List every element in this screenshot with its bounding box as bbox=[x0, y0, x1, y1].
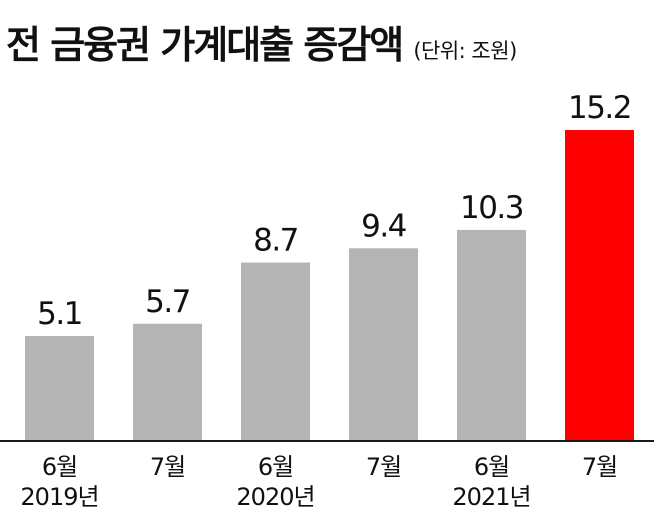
chart-title: 전 금융권 가계대출 증감액 (단위: 조원) bbox=[6, 14, 517, 69]
category-label-4: 6월 2021년 bbox=[442, 452, 542, 512]
month-label: 6월 bbox=[41, 453, 78, 481]
month-label: 7월 bbox=[365, 453, 402, 481]
value-label-4: 10.3 bbox=[460, 190, 523, 226]
year-label: 2019년 bbox=[20, 483, 99, 511]
month-label: 6월 bbox=[257, 453, 294, 481]
category-label-3: 7월 bbox=[334, 452, 434, 512]
bar-0 bbox=[25, 335, 94, 440]
year-label bbox=[334, 482, 434, 512]
bar-2 bbox=[241, 262, 310, 440]
bar-3 bbox=[349, 248, 418, 440]
value-label-1: 5.7 bbox=[145, 284, 190, 320]
bar-1 bbox=[133, 323, 202, 440]
value-label-0: 5.1 bbox=[37, 296, 82, 332]
year-label: 2020년 bbox=[236, 483, 315, 511]
value-label-3: 9.4 bbox=[361, 208, 406, 244]
category-label-1: 7월 bbox=[118, 452, 218, 512]
value-label-5: 15.2 bbox=[568, 90, 631, 126]
bar-4 bbox=[457, 229, 526, 440]
month-label: 6월 bbox=[473, 453, 510, 481]
bar-5 bbox=[565, 130, 634, 440]
x-axis-line bbox=[0, 440, 654, 442]
chart-title-text: 전 금융권 가계대출 증감액 bbox=[6, 23, 404, 67]
category-label-0: 6월 2019년 bbox=[10, 452, 110, 512]
category-label-2: 6월 2020년 bbox=[226, 452, 326, 512]
year-label bbox=[118, 482, 218, 512]
year-label: 2021년 bbox=[452, 483, 531, 511]
year-label bbox=[550, 482, 650, 512]
month-label: 7월 bbox=[581, 453, 618, 481]
month-label: 7월 bbox=[149, 453, 186, 481]
category-label-5: 7월 bbox=[550, 452, 650, 512]
unit-label: (단위: 조원) bbox=[413, 39, 517, 63]
value-label-2: 8.7 bbox=[253, 223, 298, 259]
